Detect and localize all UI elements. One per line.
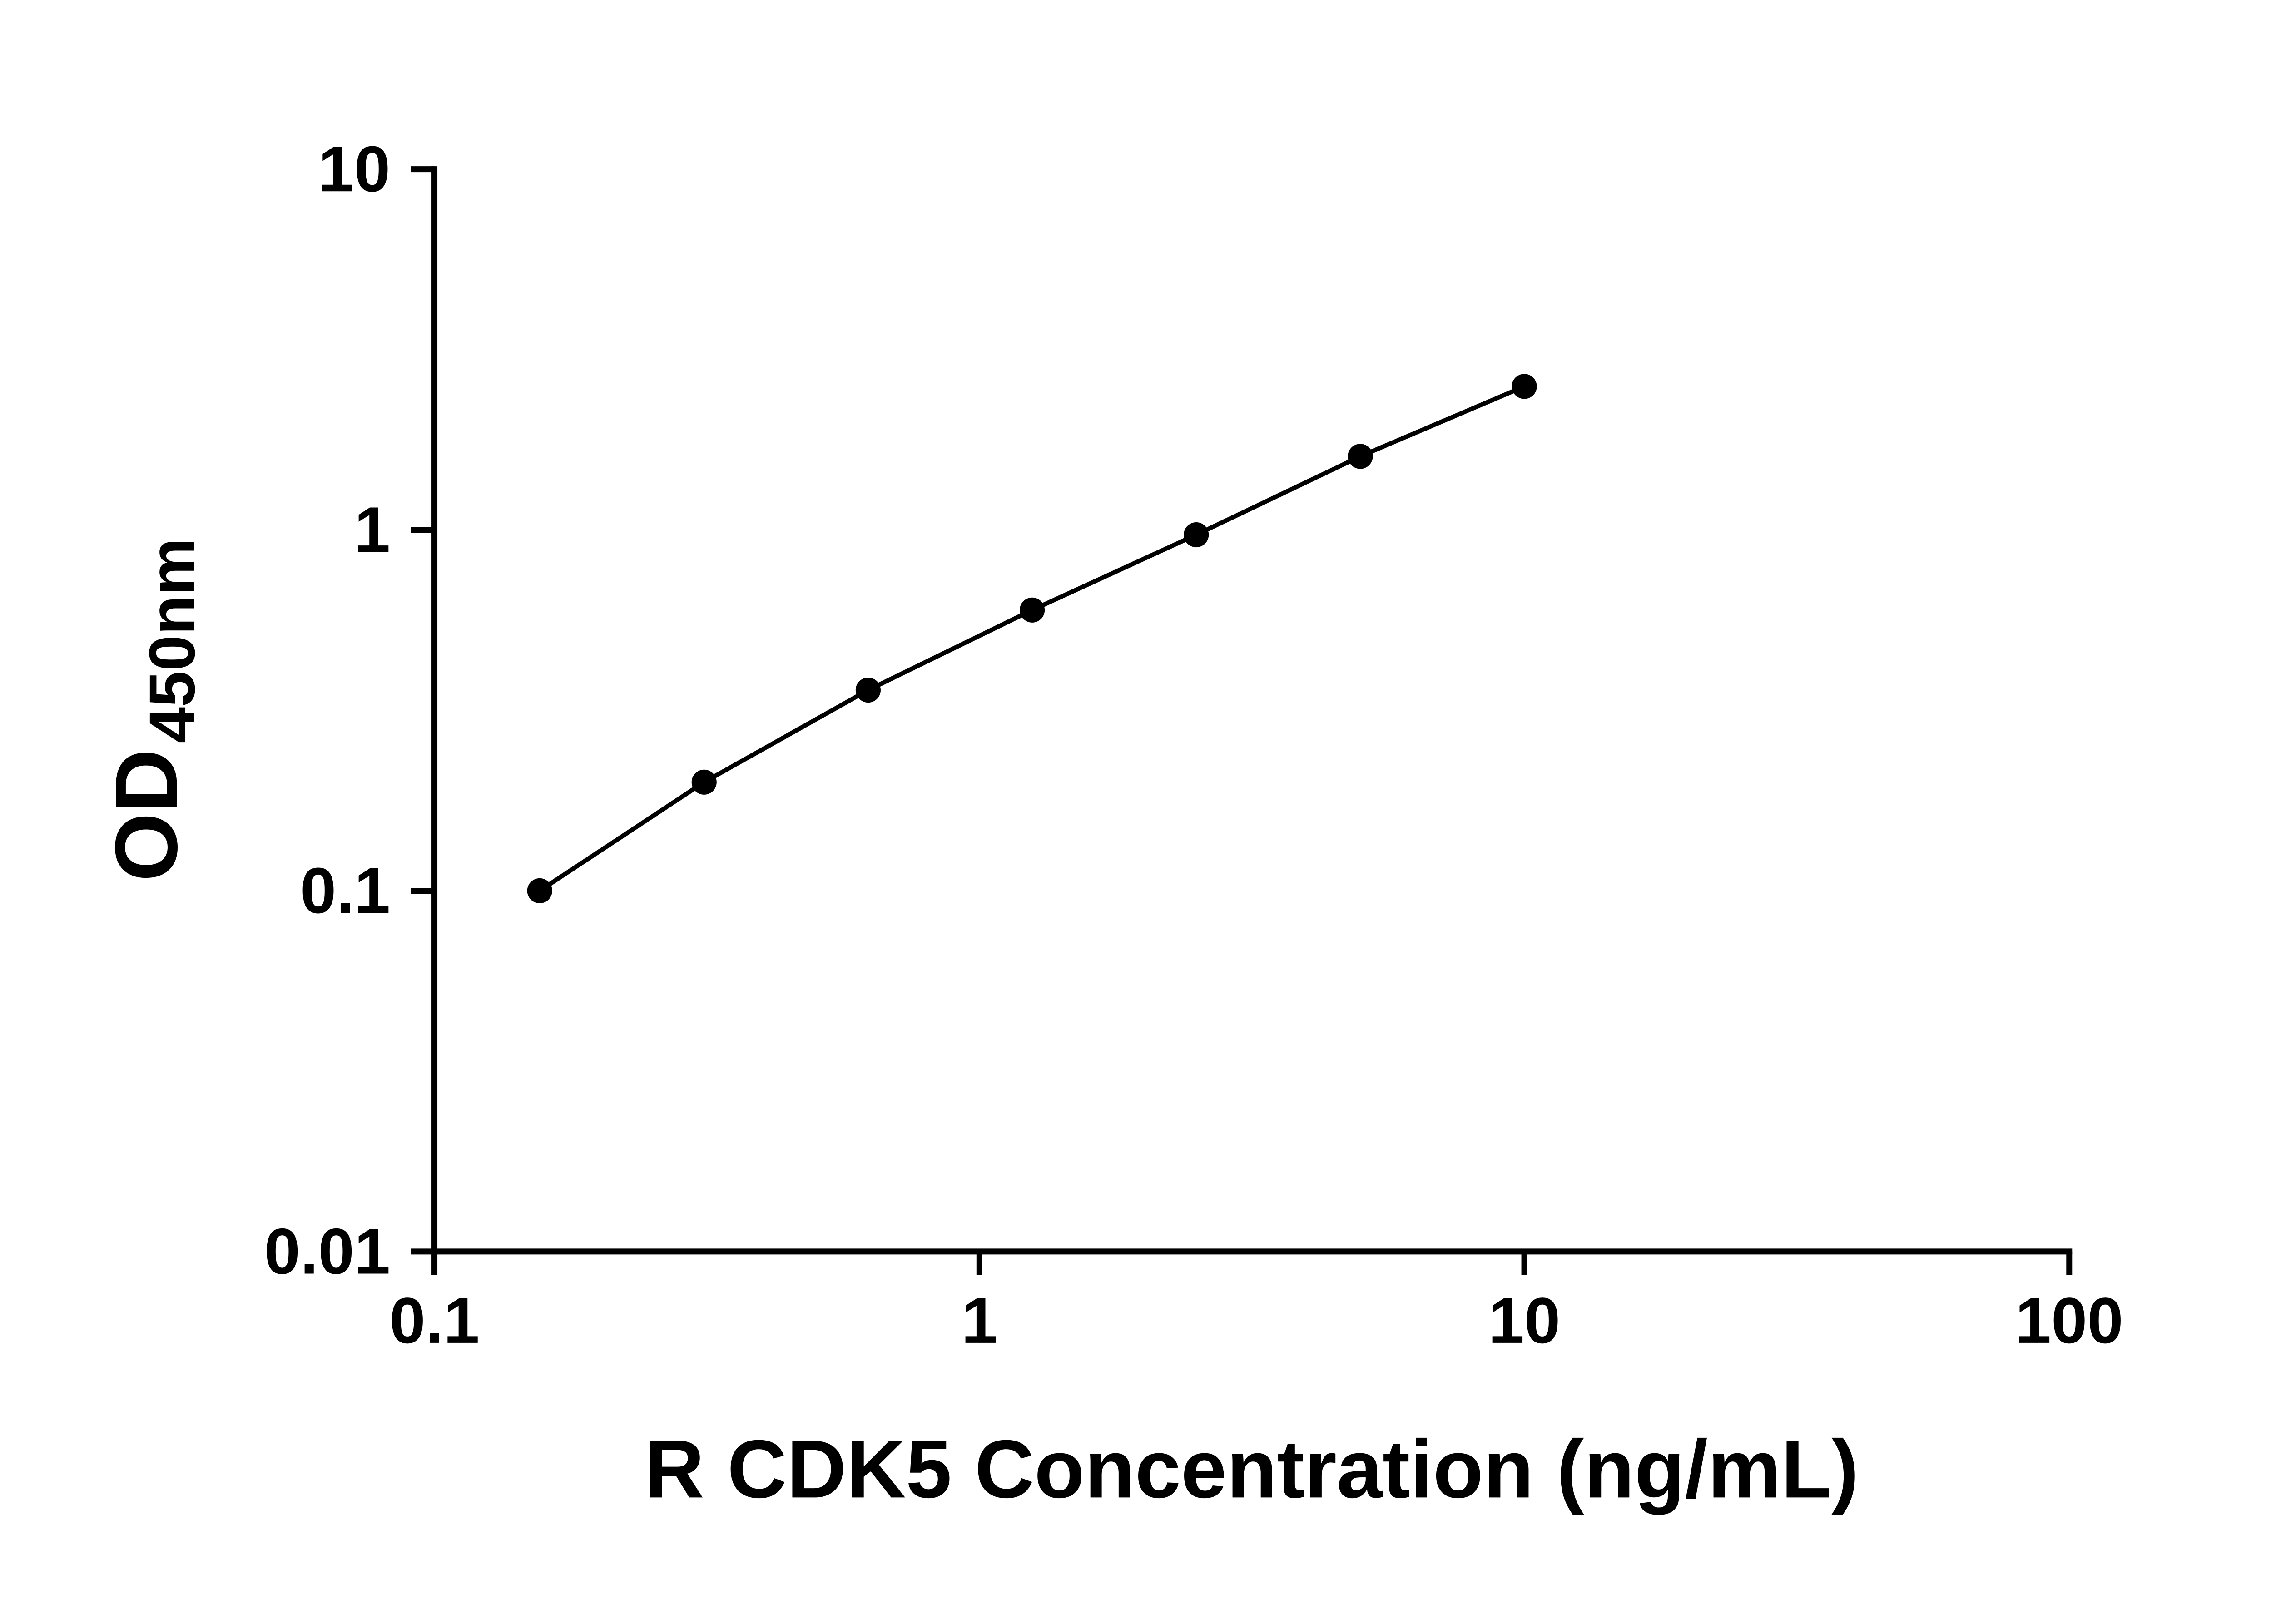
data-point-marker	[1348, 444, 1373, 469]
y-tick-label: 10	[318, 133, 391, 205]
data-point-marker	[1512, 374, 1537, 399]
data-point-marker	[691, 769, 717, 795]
y-tick-label: 0.01	[264, 1216, 391, 1288]
y-axis-title-main: OD	[97, 749, 196, 881]
data-point-marker	[1019, 597, 1045, 623]
x-tick-label: 1	[962, 1285, 997, 1357]
data-point-marker	[855, 677, 881, 703]
axes	[431, 166, 2073, 1255]
x-tick-label: 10	[1488, 1285, 1561, 1357]
y-axis-title-subscript: 450nm	[136, 538, 208, 743]
axis-ticks	[411, 166, 2073, 1275]
x-axis-title: R CDK5 Concentration (ng/mL)	[645, 1423, 1859, 1515]
axis-lines	[431, 166, 2073, 1255]
standard-curve-line	[538, 384, 1525, 893]
x-tick-label: 0.1	[389, 1285, 479, 1357]
data-point-marker	[1184, 522, 1209, 548]
data-point-marker	[527, 878, 552, 904]
y-tick-label: 0.1	[300, 855, 390, 927]
y-axis-title: OD 450nm	[97, 538, 208, 881]
y-tick-label: 1	[354, 494, 390, 566]
x-tick-label: 100	[2015, 1285, 2123, 1357]
data-series	[527, 374, 1537, 904]
